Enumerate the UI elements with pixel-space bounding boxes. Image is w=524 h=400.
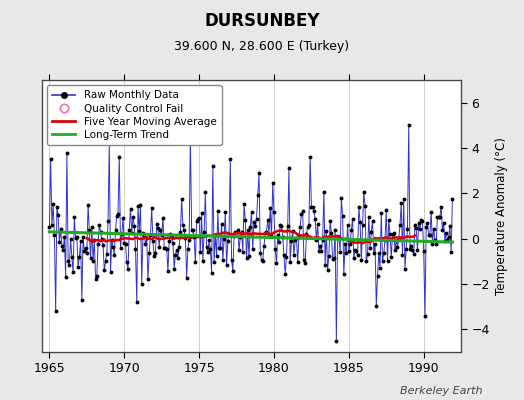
Text: Berkeley Earth: Berkeley Earth: [400, 386, 482, 396]
Text: DURSUNBEY: DURSUNBEY: [204, 12, 320, 30]
Text: 39.600 N, 28.600 E (Turkey): 39.600 N, 28.600 E (Turkey): [174, 40, 350, 53]
Y-axis label: Temperature Anomaly (°C): Temperature Anomaly (°C): [496, 137, 508, 295]
Legend: Raw Monthly Data, Quality Control Fail, Five Year Moving Average, Long-Term Tren: Raw Monthly Data, Quality Control Fail, …: [47, 85, 222, 145]
